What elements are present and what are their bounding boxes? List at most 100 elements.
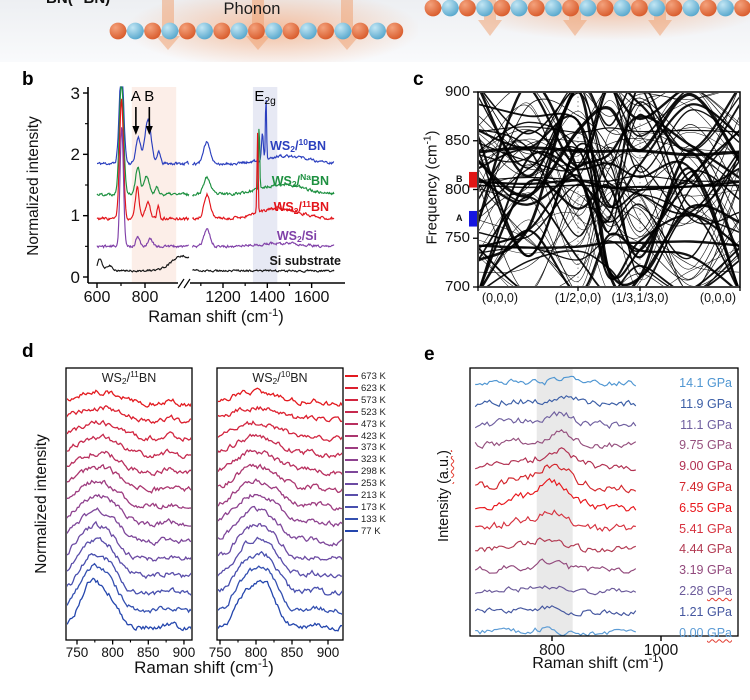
pressure-curve bbox=[475, 509, 636, 532]
temperature-curve bbox=[218, 536, 342, 579]
temperature-curve bbox=[67, 493, 191, 528]
phonon-band bbox=[479, 181, 739, 286]
temperature-curve bbox=[67, 552, 191, 596]
text-segment: Raman shift (cm bbox=[532, 655, 649, 672]
temperature-curve bbox=[67, 463, 191, 494]
pressure-unit: GPa bbox=[706, 563, 732, 578]
pressure-unit: GPa bbox=[706, 584, 732, 598]
phonon-arrow-head bbox=[563, 20, 587, 36]
text-segment: 2 bbox=[121, 376, 127, 387]
d-legend-item: 673 K bbox=[345, 371, 386, 382]
atom-nitrogen bbox=[476, 0, 493, 17]
legend-label: 77 K bbox=[361, 525, 381, 537]
phonon-band bbox=[479, 127, 739, 171]
pressure-value: 9.75 bbox=[679, 438, 707, 453]
pressure-value: 7.49 bbox=[679, 480, 707, 494]
e-y-axis-label: Intensity (a.u.) bbox=[436, 346, 452, 646]
legend-swatch bbox=[345, 446, 358, 449]
text-segment: Raman shift (cm bbox=[148, 308, 269, 326]
text-segment: 2 bbox=[291, 179, 297, 190]
atom-boron bbox=[178, 22, 196, 40]
text-segment: BN bbox=[307, 138, 326, 153]
e-series-label: 14.1 GPa bbox=[640, 376, 732, 390]
phonon-band bbox=[479, 240, 739, 249]
legend-swatch bbox=[345, 458, 358, 461]
atom-nitrogen bbox=[648, 0, 665, 17]
pressure-curve bbox=[475, 477, 637, 512]
legend-swatch bbox=[345, 411, 358, 414]
b-x-tick-label: 1400 bbox=[249, 289, 286, 306]
text-segment: 2 bbox=[293, 205, 299, 216]
pressure-unit: GPa bbox=[706, 417, 732, 432]
d-legend-item: 173 K bbox=[345, 502, 386, 513]
atom-boron bbox=[109, 22, 127, 40]
pressure-unit: GPa bbox=[706, 625, 732, 640]
d-curves bbox=[67, 389, 191, 632]
phonon-band bbox=[479, 169, 739, 252]
phonon-band bbox=[479, 93, 681, 178]
text-segment: 2 bbox=[296, 233, 302, 244]
atomic-chain-canvas bbox=[109, 0, 750, 50]
temperature-curve bbox=[218, 505, 342, 547]
b-series-label: WS2/11BN bbox=[209, 199, 329, 216]
c-x-tick-label: (0,0,0) bbox=[481, 291, 519, 305]
b-series-label: Si substrate bbox=[221, 254, 341, 268]
phonon-band bbox=[479, 126, 739, 133]
text-segment: ) bbox=[658, 655, 664, 672]
legend-label: 133 K bbox=[361, 513, 386, 525]
spectrum-curve bbox=[192, 268, 335, 273]
pressure-curve bbox=[475, 585, 637, 596]
phonon-band bbox=[479, 103, 739, 258]
spectrum-curve bbox=[191, 132, 335, 221]
atom-boron bbox=[562, 0, 579, 17]
text-segment: 10 bbox=[280, 369, 291, 380]
d-legend-item: 373 K bbox=[345, 442, 386, 453]
panel-c bbox=[469, 91, 741, 291]
b-y-tick-label: 2 bbox=[70, 144, 80, 164]
legend-swatch bbox=[345, 399, 358, 402]
legend-label: 173 K bbox=[361, 501, 386, 513]
d-x-tick-label: 750 bbox=[65, 645, 89, 660]
phonon-band bbox=[479, 93, 739, 217]
text-segment: Intensity bbox=[436, 483, 452, 542]
text-segment: / bbox=[126, 371, 131, 385]
legend-swatch bbox=[345, 482, 358, 485]
atom-nitrogen bbox=[334, 22, 352, 40]
b-x-tick-label: 800 bbox=[131, 289, 159, 306]
annotation-arrow-head bbox=[145, 126, 153, 135]
e-series-label: 4.44 GPa bbox=[640, 542, 732, 556]
d-legend-item: 298 K bbox=[345, 466, 386, 477]
text-segment: / bbox=[294, 138, 299, 153]
legend-swatch bbox=[345, 506, 358, 509]
text-segment: A bbox=[130, 88, 141, 105]
legend-swatch bbox=[345, 530, 358, 533]
atom-nitrogen bbox=[682, 0, 700, 17]
panel-label-b: b bbox=[22, 69, 34, 90]
text-segment: Na bbox=[300, 172, 311, 183]
d-legend-item: 623 K bbox=[345, 383, 386, 394]
pressure-curve bbox=[474, 558, 637, 574]
text-segment: Si substrate bbox=[269, 254, 341, 269]
pressure-unit: GPa bbox=[706, 438, 732, 453]
atom-nitrogen bbox=[545, 0, 562, 17]
temperature-curve bbox=[218, 387, 342, 407]
d-x-tick-label: 900 bbox=[316, 645, 340, 660]
phonon-band bbox=[481, 93, 738, 185]
temperature-curve bbox=[218, 550, 342, 596]
b-series-label: WS2/10BN bbox=[206, 137, 326, 154]
d-legend-item: 213 K bbox=[345, 490, 386, 501]
atom-boron bbox=[527, 0, 545, 17]
e-x-tick-label: 800 bbox=[539, 642, 565, 659]
e-series-label: 9.00 GPa bbox=[640, 459, 732, 473]
d-subplot2-title: WS2/10BN bbox=[220, 369, 340, 386]
d-x-tick-label: 850 bbox=[137, 645, 160, 660]
phonon-arrow-head bbox=[335, 36, 359, 50]
temperature-curve bbox=[67, 450, 191, 477]
text-segment: BN bbox=[310, 200, 329, 215]
phonon-band bbox=[479, 103, 739, 209]
plot-frame bbox=[216, 367, 344, 641]
e-series-label: 6.55 GPa bbox=[640, 501, 732, 515]
text-segment: WS bbox=[101, 371, 122, 385]
atom-nitrogen bbox=[230, 22, 248, 40]
pressure-unit: GPa bbox=[706, 376, 732, 390]
